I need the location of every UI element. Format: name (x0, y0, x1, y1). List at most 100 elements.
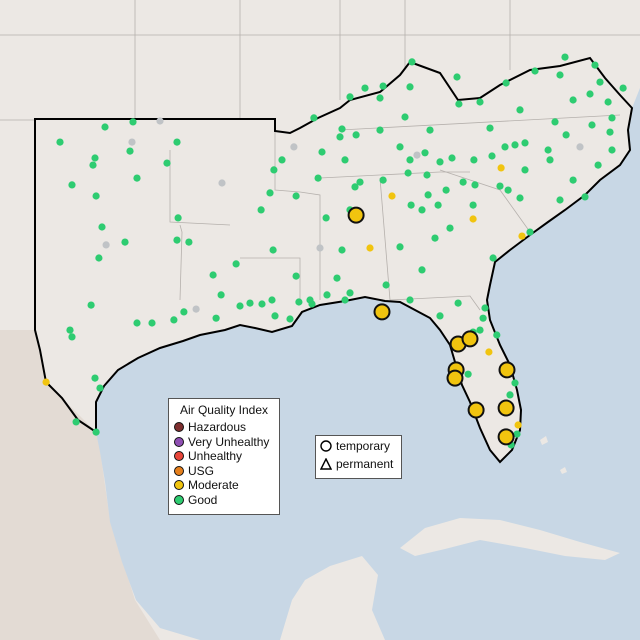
monitor-marker-good[interactable] (421, 149, 429, 157)
monitor-marker-good[interactable] (423, 171, 431, 179)
monitor-marker-good[interactable] (246, 299, 254, 307)
monitor-marker-good[interactable] (501, 143, 509, 151)
monitor-marker-good[interactable] (379, 176, 387, 184)
monitor-marker-none[interactable] (218, 179, 226, 187)
monitor-marker-good[interactable] (126, 147, 134, 155)
monitor-marker-good[interactable] (87, 301, 95, 309)
monitor-marker-good[interactable] (516, 194, 524, 202)
monitor-marker-good[interactable] (489, 254, 497, 262)
monitor-marker-good[interactable] (217, 291, 225, 299)
monitor-marker-good[interactable] (401, 113, 409, 121)
monitor-marker-good[interactable] (258, 300, 266, 308)
monitor-marker-good[interactable] (406, 156, 414, 164)
monitor-marker-good[interactable] (101, 123, 109, 131)
monitor-marker-good[interactable] (436, 158, 444, 166)
monitor-marker-good[interactable] (148, 319, 156, 327)
monitor-marker-good[interactable] (526, 228, 534, 236)
monitor-marker-good[interactable] (336, 133, 344, 141)
monitor-marker-good[interactable] (236, 302, 244, 310)
monitor-marker-good[interactable] (92, 428, 100, 436)
monitor-marker-good[interactable] (446, 224, 454, 232)
monitor-marker-moderate[interactable] (497, 164, 505, 172)
monitor-marker-good[interactable] (356, 178, 364, 186)
monitor-marker-good[interactable] (561, 53, 569, 61)
monitor-marker-good[interactable] (470, 156, 478, 164)
monitor-marker-good[interactable] (271, 312, 279, 320)
monitor-marker-good[interactable] (504, 186, 512, 194)
monitor-marker-good[interactable] (408, 58, 416, 66)
monitor-marker-good[interactable] (56, 138, 64, 146)
monitor-marker-good[interactable] (72, 418, 80, 426)
monitor-marker-good[interactable] (209, 271, 217, 279)
monitor-marker-good[interactable] (333, 274, 341, 282)
monitor-marker-good[interactable] (314, 174, 322, 182)
monitor-marker-good[interactable] (406, 296, 414, 304)
monitor-marker-good[interactable] (341, 296, 349, 304)
monitor-marker-good[interactable] (232, 260, 240, 268)
monitor-marker-good[interactable] (511, 141, 519, 149)
monitor-marker-good[interactable] (476, 98, 484, 106)
monitor-marker-good[interactable] (486, 124, 494, 132)
monitor-marker-moderate[interactable] (388, 192, 396, 200)
monitor-marker-good[interactable] (341, 156, 349, 164)
monitor-marker-moderate[interactable] (497, 428, 515, 446)
monitor-marker-good[interactable] (121, 238, 129, 246)
monitor-marker-good[interactable] (292, 192, 300, 200)
monitor-marker-good[interactable] (546, 156, 554, 164)
monitor-marker-moderate[interactable] (485, 348, 493, 356)
monitor-marker-good[interactable] (95, 254, 103, 262)
monitor-marker-good[interactable] (212, 314, 220, 322)
monitor-marker-none[interactable] (102, 241, 110, 249)
monitor-marker-good[interactable] (455, 100, 463, 108)
monitor-marker-good[interactable] (556, 71, 564, 79)
monitor-marker-good[interactable] (434, 201, 442, 209)
monitor-marker-good[interactable] (459, 178, 467, 186)
monitor-marker-good[interactable] (619, 84, 627, 92)
monitor-marker-good[interactable] (185, 238, 193, 246)
monitor-marker-good[interactable] (323, 291, 331, 299)
monitor-marker-moderate[interactable] (461, 330, 479, 348)
monitor-marker-good[interactable] (322, 214, 330, 222)
monitor-marker-good[interactable] (68, 181, 76, 189)
monitor-marker-good[interactable] (396, 143, 404, 151)
monitor-marker-good[interactable] (269, 246, 277, 254)
monitor-marker-good[interactable] (588, 121, 596, 129)
monitor-marker-good[interactable] (379, 82, 387, 90)
monitor-marker-good[interactable] (551, 118, 559, 126)
monitor-marker-good[interactable] (418, 266, 426, 274)
monitor-marker-good[interactable] (448, 154, 456, 162)
monitor-marker-good[interactable] (502, 79, 510, 87)
monitor-marker-none[interactable] (128, 138, 136, 146)
monitor-marker-none[interactable] (316, 244, 324, 252)
monitor-marker-good[interactable] (506, 391, 514, 399)
monitor-marker-good[interactable] (173, 236, 181, 244)
monitor-marker-good[interactable] (96, 384, 104, 392)
monitor-marker-good[interactable] (464, 370, 472, 378)
monitor-marker-good[interactable] (91, 374, 99, 382)
monitor-marker-good[interactable] (376, 126, 384, 134)
monitor-marker-moderate[interactable] (514, 421, 522, 429)
monitor-marker-good[interactable] (521, 139, 529, 147)
monitor-marker-good[interactable] (361, 84, 369, 92)
monitor-marker-good[interactable] (442, 186, 450, 194)
monitor-marker-good[interactable] (479, 314, 487, 322)
monitor-marker-good[interactable] (469, 201, 477, 209)
monitor-marker-good[interactable] (569, 176, 577, 184)
monitor-marker-moderate[interactable] (469, 215, 477, 223)
monitor-marker-good[interactable] (382, 281, 390, 289)
monitor-marker-moderate[interactable] (446, 369, 464, 387)
monitor-marker-good[interactable] (376, 94, 384, 102)
monitor-marker-good[interactable] (608, 114, 616, 122)
monitor-marker-good[interactable] (604, 98, 612, 106)
monitor-marker-good[interactable] (424, 191, 432, 199)
monitor-marker-good[interactable] (418, 206, 426, 214)
monitor-marker-good[interactable] (266, 189, 274, 197)
monitor-marker-good[interactable] (338, 246, 346, 254)
monitor-marker-good[interactable] (310, 114, 318, 122)
monitor-marker-good[interactable] (606, 128, 614, 136)
monitor-marker-good[interactable] (352, 131, 360, 139)
monitor-marker-moderate[interactable] (498, 361, 516, 379)
monitor-marker-good[interactable] (295, 298, 303, 306)
monitor-marker-good[interactable] (270, 166, 278, 174)
